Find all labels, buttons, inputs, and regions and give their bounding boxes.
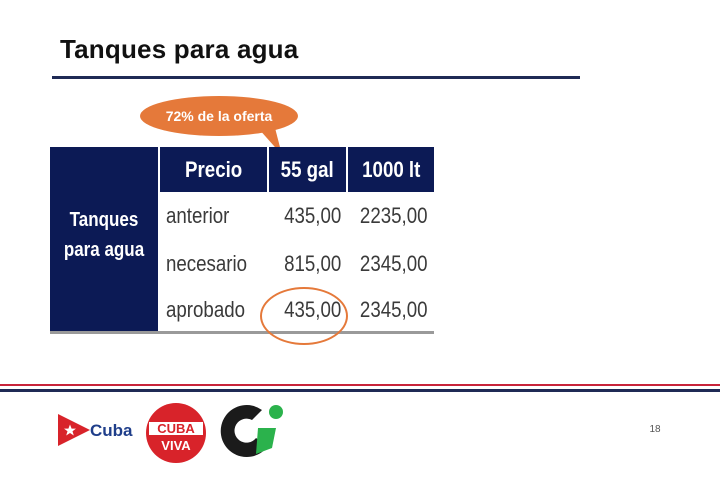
cuba-viva-line2: VIVA	[161, 438, 191, 453]
cuba-logo-text: Cuba	[90, 421, 133, 440]
footer-rule-blue	[0, 389, 720, 392]
footer-rule-red	[0, 384, 720, 386]
green-brand-logo	[220, 405, 283, 458]
table-cell-1000lt: 2345,00	[360, 297, 428, 322]
column-header-55gal: 55 gal	[269, 147, 346, 192]
row-group-label-line1: Tanques	[69, 209, 139, 231]
table-cell-55gal: 435,00	[283, 203, 341, 228]
row-group-header: Tanques para agua	[50, 147, 158, 334]
column-header-1000lt: 1000 lt	[348, 147, 434, 192]
slide-title: Tanques para agua	[60, 34, 299, 64]
cuba-logo: Cuba	[58, 414, 133, 446]
row-label: anterior	[166, 203, 230, 228]
cuba-viva-logo: CUBA VIVA	[146, 403, 206, 463]
title-underline	[52, 76, 580, 79]
column-header-precio: Precio	[160, 147, 267, 192]
table-cell-1000lt: 2235,00	[360, 203, 428, 228]
highlight-circle	[260, 287, 348, 345]
header-divider	[158, 147, 160, 192]
table-cell-1000lt: 2345,00	[360, 251, 428, 276]
callout-text: 72% de la oferta	[165, 108, 273, 124]
table-bottom-border	[50, 331, 434, 334]
header-divider	[346, 147, 348, 192]
page-number: 18	[649, 424, 661, 435]
cuba-viva-line1: CUBA	[157, 421, 195, 436]
row-label: necesario	[166, 251, 248, 276]
callout-bubble: 72% de la oferta	[140, 96, 298, 136]
table-cell-55gal: 815,00	[283, 251, 341, 276]
row-label: aprobado	[166, 297, 246, 322]
price-table: Tanques para agua Precio 55 gal 1000 lt …	[50, 147, 434, 334]
header-divider	[267, 147, 269, 192]
row-group-label-line2: para agua	[63, 239, 145, 261]
